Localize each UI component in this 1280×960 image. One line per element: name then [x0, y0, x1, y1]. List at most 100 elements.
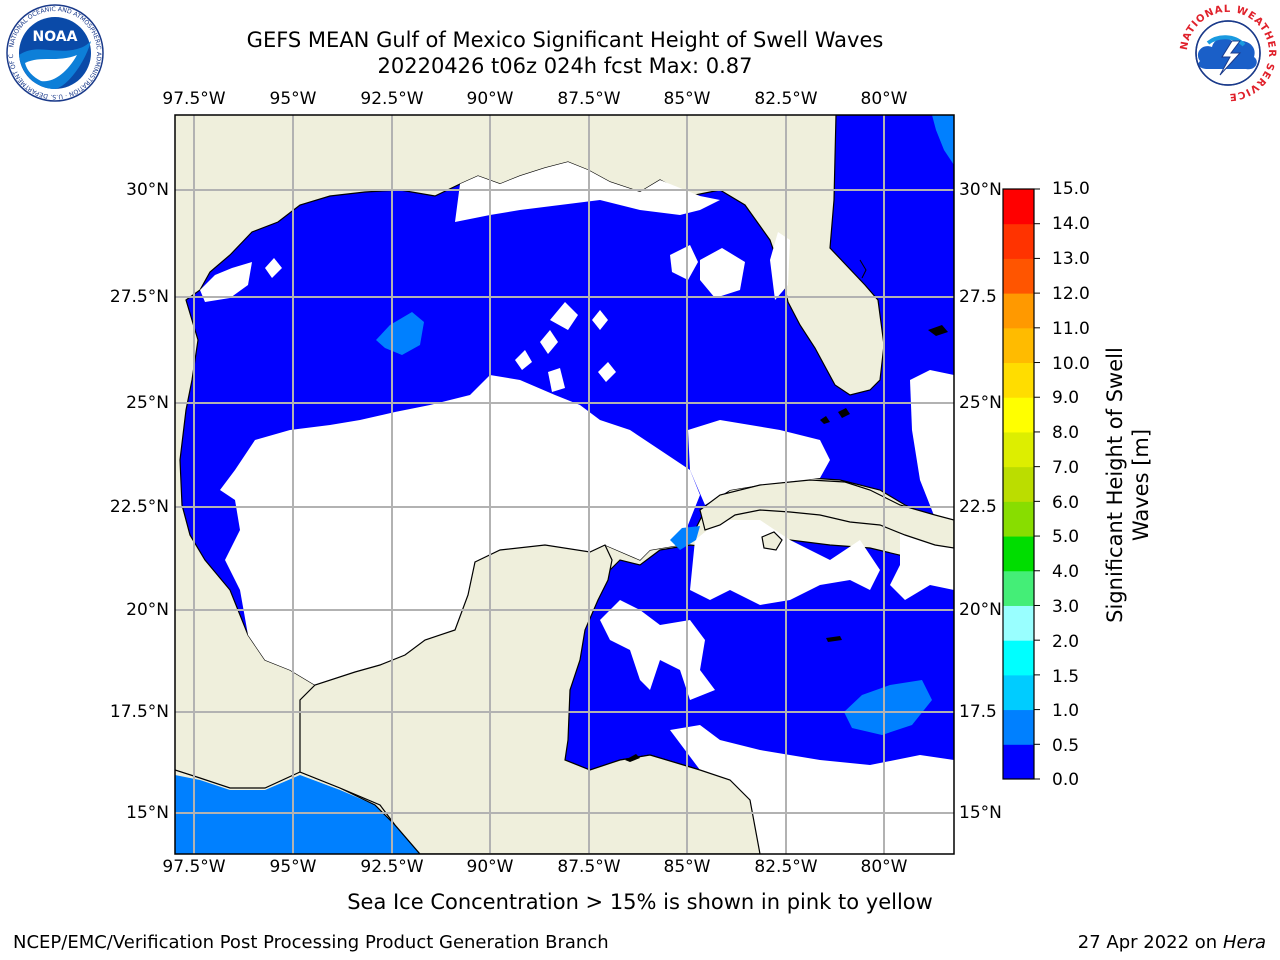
colorbar-segment — [1003, 223, 1034, 259]
lon-label-top: 80°W — [860, 89, 908, 109]
lon-label-top: 90°W — [466, 89, 514, 109]
white-patch-eastern-gulf — [700, 248, 745, 298]
colorbar-tick-label: 1.5 — [1052, 667, 1080, 687]
white-patch-small-4 — [592, 310, 608, 330]
colorbar-segment — [1003, 640, 1034, 676]
lat-label-right: 27.5 — [959, 287, 997, 307]
lon-label-top: 85°W — [663, 89, 711, 109]
colorbar-segment — [1003, 466, 1034, 502]
date-text: 27 Apr 2022 on — [1077, 932, 1218, 953]
pacific-swell-0.5-1m — [175, 775, 420, 854]
colorbar-tick-label: 14.0 — [1052, 214, 1090, 234]
swell-0.5-1m-patch-3 — [670, 526, 700, 550]
colorbar-segment — [1003, 431, 1034, 468]
lon-label-top: 95°W — [269, 89, 317, 109]
isle-of-youth — [761, 531, 783, 551]
colorbar-tick-label: 0.0 — [1052, 770, 1080, 790]
colorbar-tick-label: 12.0 — [1052, 284, 1090, 304]
map-gridlines — [175, 115, 954, 854]
lat-label-left: 25°N — [126, 393, 169, 413]
white-patch-small-7 — [548, 368, 565, 392]
date-stamp: 27 Apr 2022 on Hera — [1078, 932, 1266, 953]
credit-text: NCEP/EMC/Verification Post Processing Pr… — [13, 932, 609, 953]
lon-label-bottom: 80°W — [860, 857, 908, 877]
white-region-east-seaboard — [910, 370, 954, 520]
colorbar-title: Significant Height of Swell Waves [m] — [1103, 347, 1153, 623]
colorbar-segment — [1003, 674, 1034, 711]
map-panel — [175, 115, 954, 854]
cuba-land — [699, 479, 954, 549]
colorbar-tick-label: 5.0 — [1052, 527, 1080, 547]
colorbar-segment — [1003, 327, 1034, 364]
lat-label-left: 17.5°N — [109, 702, 169, 722]
colorbar-tick-label: 7.0 — [1052, 458, 1080, 478]
colorbar-tick-label: 1.0 — [1052, 701, 1080, 721]
lat-label-right: 20°N — [959, 600, 1002, 620]
white-region-west-shelf — [200, 262, 252, 302]
map-title: GEFS MEAN Gulf of Mexico Significant Hei… — [246, 28, 884, 52]
yucatan-land — [299, 544, 761, 854]
colorbar-tick-label: 3.0 — [1052, 597, 1080, 617]
colorbar-segment — [1003, 189, 1034, 225]
map-subtitle: 20220426 t06z 024h fcst Max: 0.87 — [377, 54, 753, 78]
colorbar-ticks — [1034, 188, 1040, 780]
colorbar-tick-label: 13.0 — [1052, 249, 1090, 269]
colorbar — [1003, 189, 1034, 780]
swell-0.5-1m-patch-2 — [844, 680, 932, 735]
lon-label-top: 82.5°W — [754, 89, 818, 109]
lat-label-right: 15°N — [959, 803, 1002, 823]
florida-lake — [859, 259, 867, 279]
lat-label-right: 30°N — [959, 180, 1002, 200]
lon-label-bottom: 97.5°W — [162, 857, 226, 877]
white-patch-west-gulf — [265, 258, 282, 278]
white-region-north-shelf — [455, 162, 720, 222]
lat-label-left: 22.5°N — [109, 497, 169, 517]
lat-label-right: 22.5 — [959, 497, 997, 517]
colorbar-frame — [1002, 188, 1035, 780]
white-patch-small-2 — [550, 302, 578, 330]
colorbar-tick-label: 9.0 — [1052, 388, 1080, 408]
lon-label-top: 97.5°W — [162, 89, 226, 109]
colorbar-tick-label: 11.0 — [1052, 319, 1090, 339]
colorbar-segment — [1003, 258, 1034, 294]
lat-label-left: 15°N — [126, 803, 169, 823]
lon-label-bottom: 90°W — [466, 857, 514, 877]
white-region-south-central — [688, 420, 830, 505]
map-frame — [174, 114, 955, 855]
lon-label-bottom: 87.5°W — [557, 857, 621, 877]
lon-label-bottom: 92.5°W — [360, 857, 424, 877]
colorbar-segment — [1003, 536, 1034, 572]
colorbar-tick-label: 15.0 — [1052, 179, 1090, 199]
white-patch-small-5 — [515, 350, 532, 370]
lat-label-right: 17.5 — [959, 702, 997, 722]
lon-label-bottom: 95°W — [269, 857, 317, 877]
sea-ice-note: Sea Ice Concentration > 15% is shown in … — [347, 890, 933, 914]
colorbar-tick-label: 2.0 — [1052, 632, 1080, 652]
lat-label-left: 30°N — [126, 180, 169, 200]
colorbar-tick-label: 4.0 — [1052, 562, 1080, 582]
lon-label-top: 87.5°W — [557, 89, 621, 109]
colorbar-segment — [1003, 397, 1034, 433]
lon-label-bottom: 82.5°W — [754, 857, 818, 877]
noaa-logo-text: NOAA — [33, 29, 78, 45]
colorbar-tick-label: 8.0 — [1052, 423, 1080, 443]
noaa-logo: NATIONAL OCEANIC AND ATMOSPHERIC ADMINIS… — [5, 3, 104, 102]
lat-label-left: 20°N — [126, 600, 169, 620]
swell-0.5-1m-patch-1 — [376, 312, 424, 355]
colorbar-tick-label: 0.5 — [1052, 736, 1080, 756]
colorbar-tick-label: 6.0 — [1052, 493, 1080, 513]
colorbar-segment — [1003, 293, 1034, 329]
white-patch-small-6 — [598, 362, 616, 382]
lat-label-right: 25°N — [959, 393, 1002, 413]
lat-label-left: 27.5°N — [109, 287, 169, 307]
white-patch-small-3 — [540, 330, 558, 354]
host-name: Hera — [1222, 932, 1266, 953]
white-patch-small-1 — [670, 245, 698, 280]
colorbar-segment — [1003, 709, 1034, 745]
lon-label-top: 92.5°W — [360, 89, 424, 109]
nws-logo: NATIONAL WEATHER SERVICE — [1179, 4, 1276, 102]
colorbar-segment — [1003, 744, 1034, 780]
white-region-central-gulf — [220, 375, 700, 685]
colorbar-segment — [1003, 362, 1034, 398]
